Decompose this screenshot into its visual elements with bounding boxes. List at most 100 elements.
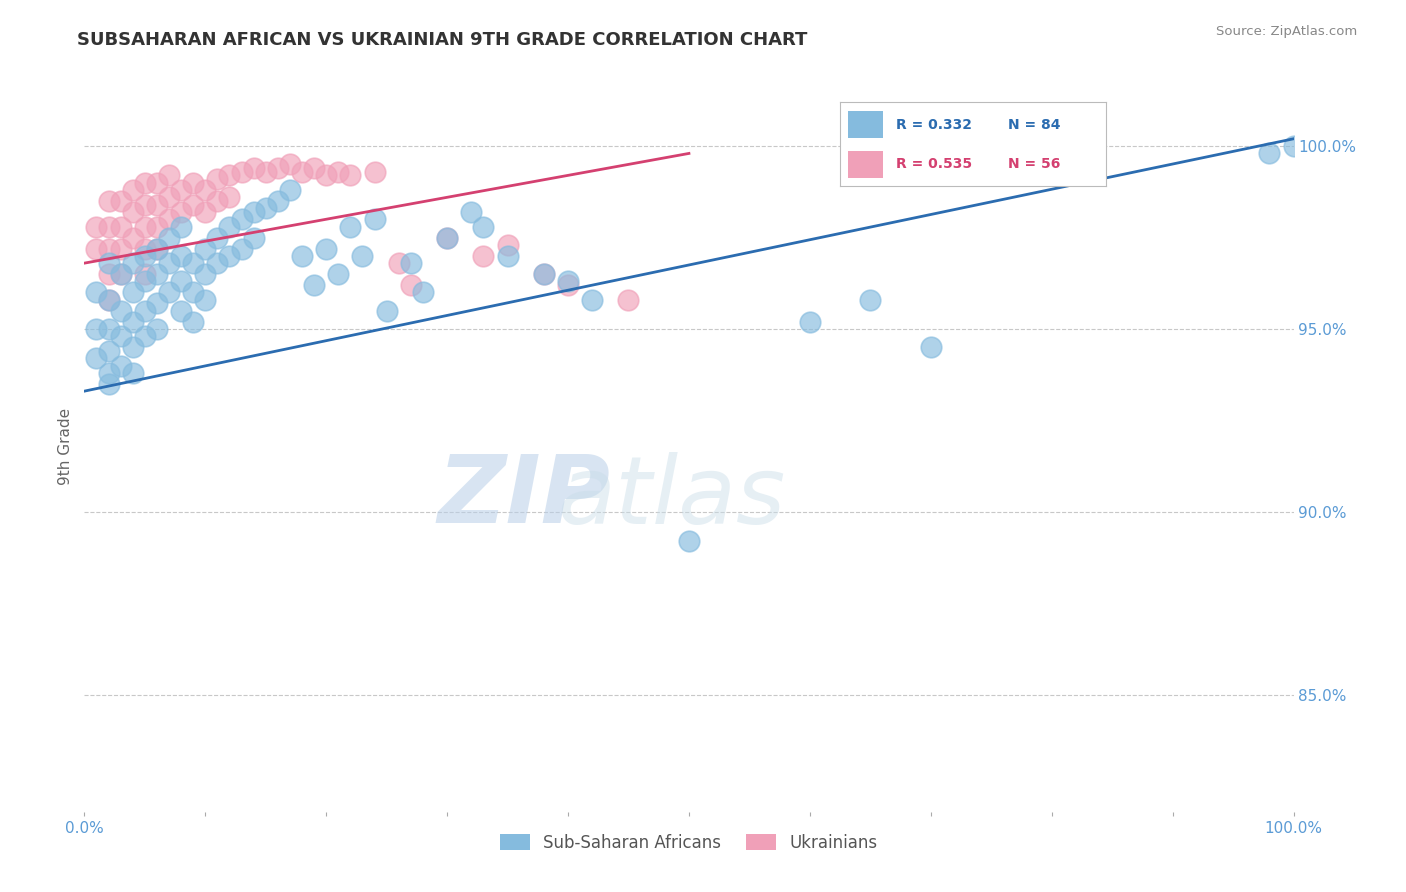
Point (181, 285, 204, 300)
Point (533, 267, 555, 281)
Point (157, 285, 180, 300)
Point (617, 293, 640, 307)
Point (134, 242, 156, 256)
Point (581, 293, 603, 307)
Point (472, 249, 495, 263)
Point (194, 205, 217, 219)
Point (533, 267, 555, 281)
Point (207, 172, 229, 186)
Point (231, 212, 253, 227)
Point (121, 205, 143, 219)
Point (110, 329, 132, 343)
Point (97, 256, 120, 270)
Point (242, 230, 264, 244)
Point (399, 278, 422, 293)
Point (231, 242, 253, 256)
Point (181, 256, 204, 270)
Point (170, 303, 193, 318)
Point (110, 359, 132, 373)
Point (363, 164, 385, 178)
Point (194, 242, 217, 256)
Point (678, 534, 700, 549)
Text: ZIP: ZIP (437, 451, 610, 543)
Point (110, 194, 132, 208)
Point (170, 249, 193, 263)
Point (97, 322, 120, 336)
Point (207, 230, 229, 244)
Point (339, 219, 361, 234)
Point (97, 376, 120, 391)
Point (363, 212, 385, 227)
Point (170, 205, 193, 219)
Point (267, 161, 290, 175)
Point (134, 219, 156, 234)
Point (157, 256, 180, 270)
Point (134, 197, 156, 211)
Point (110, 303, 132, 318)
Point (110, 242, 132, 256)
Point (496, 249, 519, 263)
Point (97, 194, 120, 208)
Point (194, 183, 217, 197)
Point (134, 329, 156, 343)
Text: Source: ZipAtlas.com: Source: ZipAtlas.com (1216, 25, 1357, 38)
Point (218, 249, 240, 263)
Point (291, 249, 314, 263)
Point (328, 164, 350, 178)
Point (146, 219, 169, 234)
Legend: Sub-Saharan Africans, Ukrainians: Sub-Saharan Africans, Ukrainians (494, 827, 884, 858)
Point (97, 219, 120, 234)
Point (436, 230, 458, 244)
Point (315, 169, 337, 183)
Point (157, 230, 180, 244)
Point (157, 212, 180, 227)
Point (278, 183, 301, 197)
Point (460, 205, 482, 219)
Point (134, 249, 156, 263)
Point (1258, 146, 1281, 161)
Point (375, 303, 398, 318)
Point (97, 293, 120, 307)
Point (302, 161, 325, 175)
Point (170, 183, 193, 197)
Point (146, 322, 169, 336)
Point (121, 315, 143, 329)
Point (157, 169, 180, 183)
Point (121, 285, 143, 300)
Point (859, 293, 882, 307)
Point (134, 176, 156, 190)
Point (86, 351, 108, 366)
Point (86, 322, 108, 336)
Point (412, 285, 434, 300)
Point (121, 183, 143, 197)
Point (97, 343, 120, 358)
Point (146, 197, 169, 211)
Point (134, 303, 156, 318)
Point (557, 278, 579, 293)
Point (121, 340, 143, 354)
Point (86, 242, 108, 256)
Point (181, 197, 204, 211)
Point (97, 293, 120, 307)
Point (181, 315, 204, 329)
Point (181, 176, 204, 190)
Point (146, 296, 169, 310)
Point (86, 219, 108, 234)
Point (328, 267, 350, 281)
Point (110, 267, 132, 281)
Point (242, 161, 264, 175)
Point (496, 237, 519, 252)
Point (388, 256, 411, 270)
Point (170, 219, 193, 234)
Point (97, 366, 120, 380)
Point (352, 249, 374, 263)
Point (278, 157, 301, 171)
Point (146, 242, 169, 256)
Point (194, 267, 217, 281)
Point (146, 267, 169, 281)
Text: SUBSAHARAN AFRICAN VS UKRAINIAN 9TH GRADE CORRELATION CHART: SUBSAHARAN AFRICAN VS UKRAINIAN 9TH GRAD… (77, 31, 807, 49)
Point (254, 201, 277, 215)
Y-axis label: 9th Grade: 9th Grade (58, 408, 73, 484)
Point (97, 242, 120, 256)
Point (472, 219, 495, 234)
